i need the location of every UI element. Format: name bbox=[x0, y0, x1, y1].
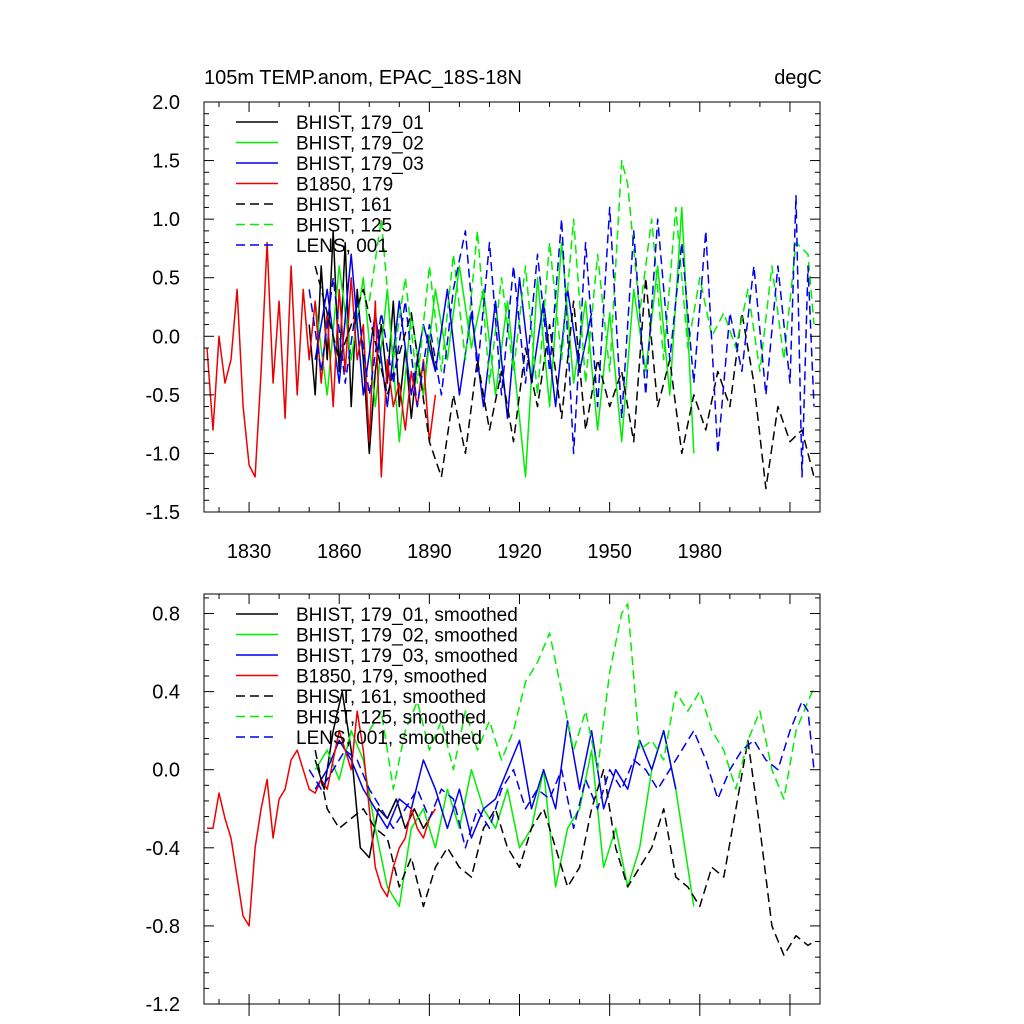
chart-units: degC bbox=[774, 67, 822, 89]
y-tick-label: -1.2 bbox=[146, 994, 180, 1016]
bottom-panel: -1.2 -0.8 -0.4 0.0 0.4 0.8 BHIST, 179_01, smoo… bbox=[146, 593, 821, 1016]
y-tick-label: -1.0 bbox=[146, 443, 180, 465]
series-line-1 bbox=[314, 206, 695, 478]
x-tick-label: 1950 bbox=[587, 541, 632, 563]
plot-area bbox=[207, 603, 815, 956]
x-tick-label: 1920 bbox=[497, 541, 542, 563]
y-tick-label: -0.4 bbox=[146, 838, 180, 860]
y-tick-label: -1.5 bbox=[146, 502, 180, 524]
y-tick-label: 0.8 bbox=[152, 604, 180, 626]
y-tick-label: 0.0 bbox=[152, 326, 180, 348]
y-tick-label: 2.0 bbox=[152, 92, 180, 114]
series-line-6 bbox=[308, 700, 815, 849]
legend-label: BHIST, 179_01 bbox=[296, 113, 424, 134]
series-line-3 bbox=[206, 241, 437, 478]
legend-label: LENS, 001, smoothed bbox=[296, 728, 482, 749]
series-line-6 bbox=[308, 194, 815, 478]
y-tick-label: 1.0 bbox=[152, 209, 180, 231]
legend-label: BHIST, 125 bbox=[296, 216, 392, 237]
legend-label: LENS, 001 bbox=[296, 236, 388, 257]
legend-label: BHIST, 161 bbox=[296, 195, 392, 216]
y-tick-label: 0.5 bbox=[152, 268, 180, 290]
series-line-2 bbox=[314, 253, 593, 420]
legend-label: B1850, 179, smoothed bbox=[296, 667, 487, 688]
x-tick-label: 1980 bbox=[678, 541, 723, 563]
legend-label: BHIST, 179_01, smoothed bbox=[296, 605, 518, 626]
plot-area bbox=[206, 159, 815, 490]
legend-label: B1850, 179 bbox=[296, 175, 393, 196]
x-tick-label: 1830 bbox=[227, 541, 272, 563]
series-line-0 bbox=[308, 230, 437, 455]
y-tick-label: 0.0 bbox=[152, 760, 180, 782]
series-line-5 bbox=[368, 603, 815, 800]
plot-frame bbox=[203, 593, 821, 1005]
series-line-2 bbox=[314, 720, 677, 839]
legend-label: BHIST, 179_02 bbox=[296, 134, 424, 155]
x-tick-label: 1890 bbox=[407, 541, 452, 563]
plot-frame bbox=[203, 101, 821, 513]
y-tick-label: 0.4 bbox=[152, 682, 180, 704]
series-line-4 bbox=[314, 265, 815, 490]
legend-label: BHIST, 161, smoothed bbox=[296, 687, 486, 708]
series-line-5 bbox=[368, 159, 815, 396]
series-line-1 bbox=[314, 729, 695, 908]
legend-label: BHIST, 179_02, smoothed bbox=[296, 626, 518, 647]
legend-label: BHIST, 179_03 bbox=[296, 154, 424, 175]
legend-label: BHIST, 179_03, smoothed bbox=[296, 646, 518, 667]
y-tick-label: -0.5 bbox=[146, 385, 180, 407]
y-tick-label: -0.8 bbox=[146, 916, 180, 938]
x-tick-label: 1860 bbox=[317, 541, 362, 563]
chart-title: 105m TEMP.anom, EPAC_18S-18N bbox=[204, 67, 522, 89]
y-tick-label: 1.5 bbox=[152, 151, 180, 173]
top-panel: -1.5 -1.0 -0.5 0.0 0.5 1.0 1.5 2.0 1830 1860 1890 1… bbox=[146, 92, 821, 563]
series-line-4 bbox=[314, 739, 815, 956]
legend-label: BHIST, 125, smoothed bbox=[296, 708, 486, 729]
